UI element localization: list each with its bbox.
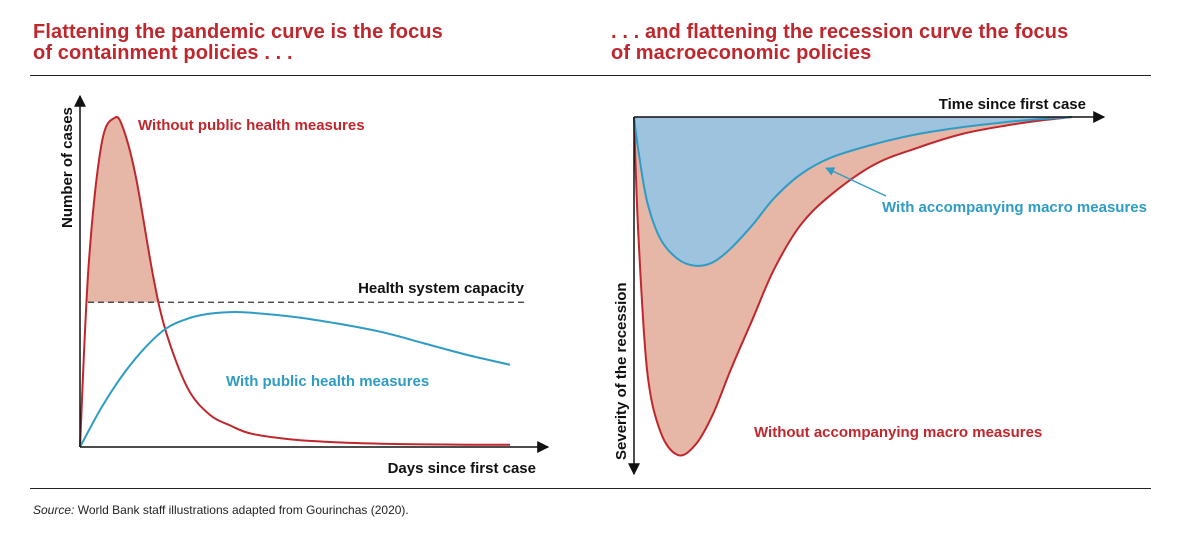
left-title-line-1: Flattening the pandemic curve is the foc… bbox=[33, 21, 443, 43]
label-health-capacity: Health system capacity bbox=[358, 280, 525, 297]
series-with-measures-line bbox=[79, 310, 511, 448]
source-note: Source: World Bank staff illustrations a… bbox=[33, 503, 409, 517]
bottom-divider bbox=[30, 488, 1151, 489]
capacity-overflow-area bbox=[86, 117, 160, 303]
label-with-macro-measures: With accompanying macro measures bbox=[882, 199, 1147, 216]
right-title-line-1: . . . and flattening the recession curve… bbox=[611, 21, 1069, 43]
right-title-line-2: of macroeconomic policies bbox=[611, 42, 872, 64]
recession-without-measures-line bbox=[633, 116, 1073, 457]
right-y-axis-label: Severity of the recession bbox=[613, 282, 630, 460]
annotation-pointer-arrow bbox=[825, 167, 887, 197]
recession-with-measures-area bbox=[634, 117, 1072, 266]
left-panel-title: Flattening the pandemic curve is the foc… bbox=[33, 22, 473, 64]
label-without-macro-measures: Without accompanying macro measures bbox=[754, 424, 1042, 441]
recession-with-measures-line bbox=[633, 116, 1073, 267]
left-chart: Without public health measures With publ… bbox=[59, 94, 550, 477]
source-label: Source: bbox=[33, 503, 75, 517]
label-without-public-health: Without public health measures bbox=[138, 117, 365, 134]
source-text: World Bank staff illustrations adapted f… bbox=[77, 503, 409, 517]
right-panel-title: . . . and flattening the recession curve… bbox=[611, 22, 1111, 64]
right-chart: With accompanying macro measures Without… bbox=[613, 96, 1147, 476]
right-x-axis-label: Time since first case bbox=[939, 96, 1086, 113]
series-without-measures-line bbox=[79, 116, 511, 448]
left-y-axis-label: Number of cases bbox=[59, 107, 76, 228]
label-with-public-health: With public health measures bbox=[226, 373, 429, 390]
left-x-axis-label: Days since first case bbox=[388, 460, 536, 477]
left-title-line-2: of containment policies . . . bbox=[33, 42, 293, 64]
top-divider bbox=[30, 75, 1151, 76]
